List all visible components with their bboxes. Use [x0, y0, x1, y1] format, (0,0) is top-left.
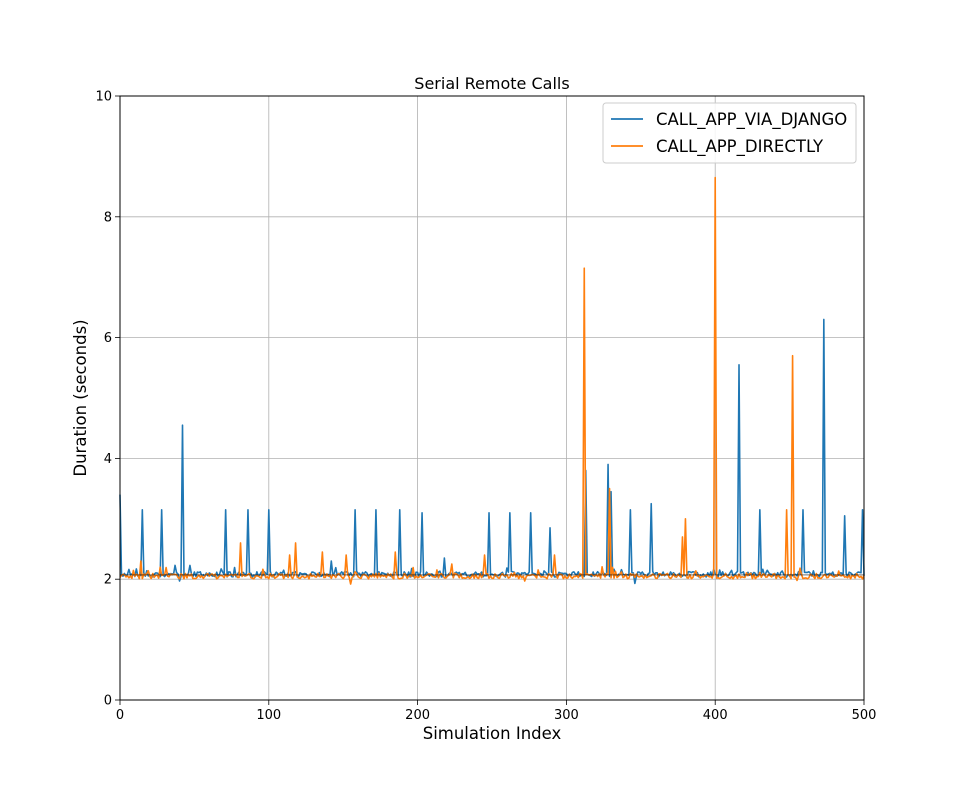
- series-line-call-app-via-django: [119, 318, 865, 585]
- x-tick-label: 0: [116, 708, 124, 723]
- legend-label: CALL_APP_VIA_DJANGO: [656, 110, 847, 130]
- x-axis-label: Simulation Index: [423, 724, 562, 743]
- chart-title: Serial Remote Calls: [414, 74, 569, 93]
- x-tick-label: 400: [703, 708, 728, 723]
- grid-lines: [119, 95, 865, 701]
- y-tick-label: 4: [104, 452, 112, 467]
- x-tick-label: 100: [256, 708, 281, 723]
- legend: CALL_APP_VIA_DJANGO CALL_APP_DIRECTLY: [602, 102, 857, 164]
- plot-frame: [119, 95, 865, 701]
- x-tick-label: 200: [405, 708, 430, 723]
- y-tick-label: 6: [104, 331, 112, 346]
- y-tick-label: 10: [95, 90, 112, 105]
- axis-ticks: 0 100 200 300 400 500 0 2 4 6 8 10: [95, 90, 876, 724]
- x-tick-label: 300: [554, 708, 579, 723]
- legend-box: [602, 102, 857, 164]
- y-axis-label: Duration (seconds): [71, 319, 90, 476]
- x-tick-label: 500: [852, 708, 877, 723]
- y-tick-label: 0: [104, 694, 112, 709]
- legend-label: CALL_APP_DIRECTLY: [656, 137, 824, 157]
- series-line-call-app-directly: [119, 176, 865, 585]
- series-layer: [119, 176, 865, 585]
- y-tick-label: 8: [104, 210, 112, 225]
- y-tick-label: 2: [104, 573, 112, 588]
